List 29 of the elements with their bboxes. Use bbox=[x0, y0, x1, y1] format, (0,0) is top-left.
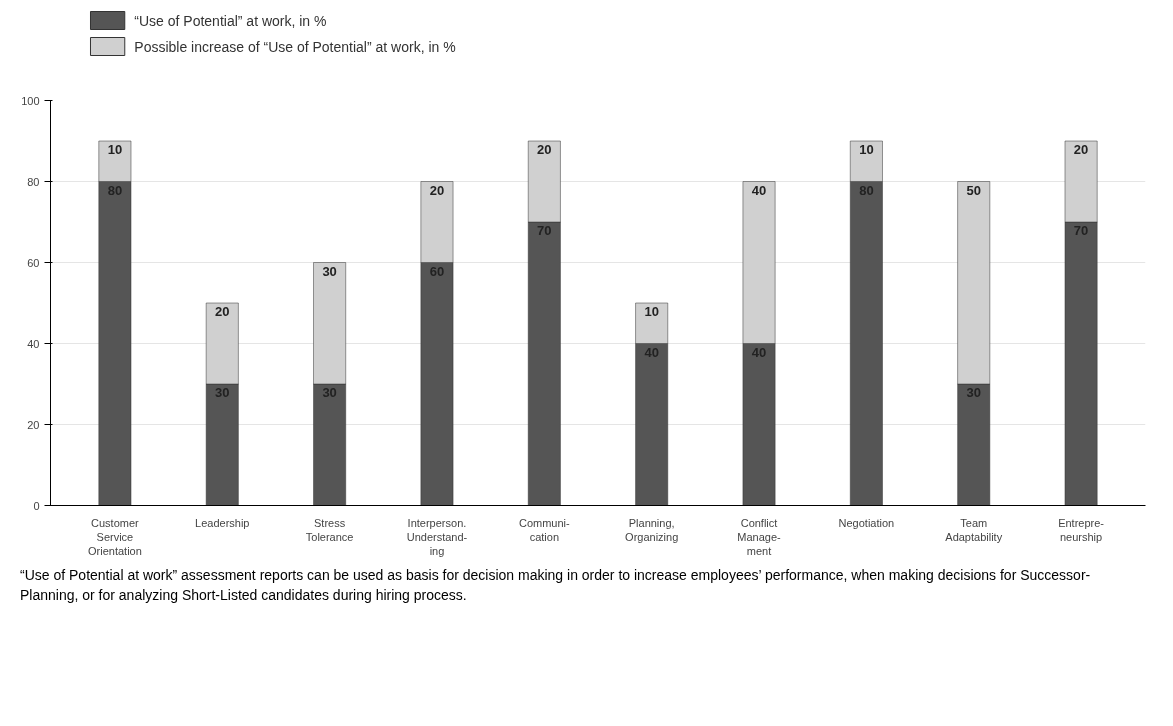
data-label: 20 bbox=[429, 182, 445, 198]
x-tick-label: Team Adaptability bbox=[945, 516, 1003, 543]
x-tick-label: Entrepre- neurship bbox=[1058, 516, 1105, 543]
legend-label: “Use of Potential” at work, in % bbox=[134, 12, 327, 29]
data-label: 20 bbox=[1073, 142, 1089, 158]
data-label: 20 bbox=[215, 304, 230, 320]
data-label: 40 bbox=[751, 182, 767, 198]
data-label: 10 bbox=[644, 304, 659, 320]
data-label: 20 bbox=[537, 142, 552, 158]
x-tick-label: Interperson. Understand- ing bbox=[406, 516, 468, 558]
text: “Use of Potential at work” assessment reports can be used as basis for decision making in order to increase employees’ performance, when making decisions for Successor-Planning, or for analyzing Short-Listed candidates during hiring process. bbox=[20, 566, 1092, 605]
x-tick-label: Communi- cation bbox=[518, 516, 571, 543]
x-tick-label: Leadership bbox=[195, 516, 250, 529]
legend-label: Possible increase of “Use of Potential” at work, in % bbox=[134, 38, 456, 55]
x-tick-label: Stress Tolerance bbox=[305, 516, 354, 543]
y-tick-label: 100 bbox=[21, 94, 40, 107]
x-tick-label: Negotiation bbox=[838, 516, 895, 529]
y-tick-label: 60 bbox=[27, 256, 40, 269]
data-label: 50 bbox=[966, 182, 981, 198]
y-tick-label: 40 bbox=[27, 337, 40, 350]
data-label: 10 bbox=[859, 142, 874, 158]
x-tick-label: Customer Service Orientation bbox=[88, 516, 142, 558]
data-label: 30 bbox=[322, 263, 337, 279]
y-tick-label: 80 bbox=[27, 175, 40, 188]
y-tick-label: 20 bbox=[27, 418, 40, 431]
y-tick-label: 0 bbox=[33, 499, 40, 512]
x-tick-label: Planning, Organizing bbox=[625, 516, 679, 543]
data-label: 10 bbox=[107, 142, 123, 158]
x-tick-label: Conflict Manage- ment bbox=[737, 516, 782, 558]
